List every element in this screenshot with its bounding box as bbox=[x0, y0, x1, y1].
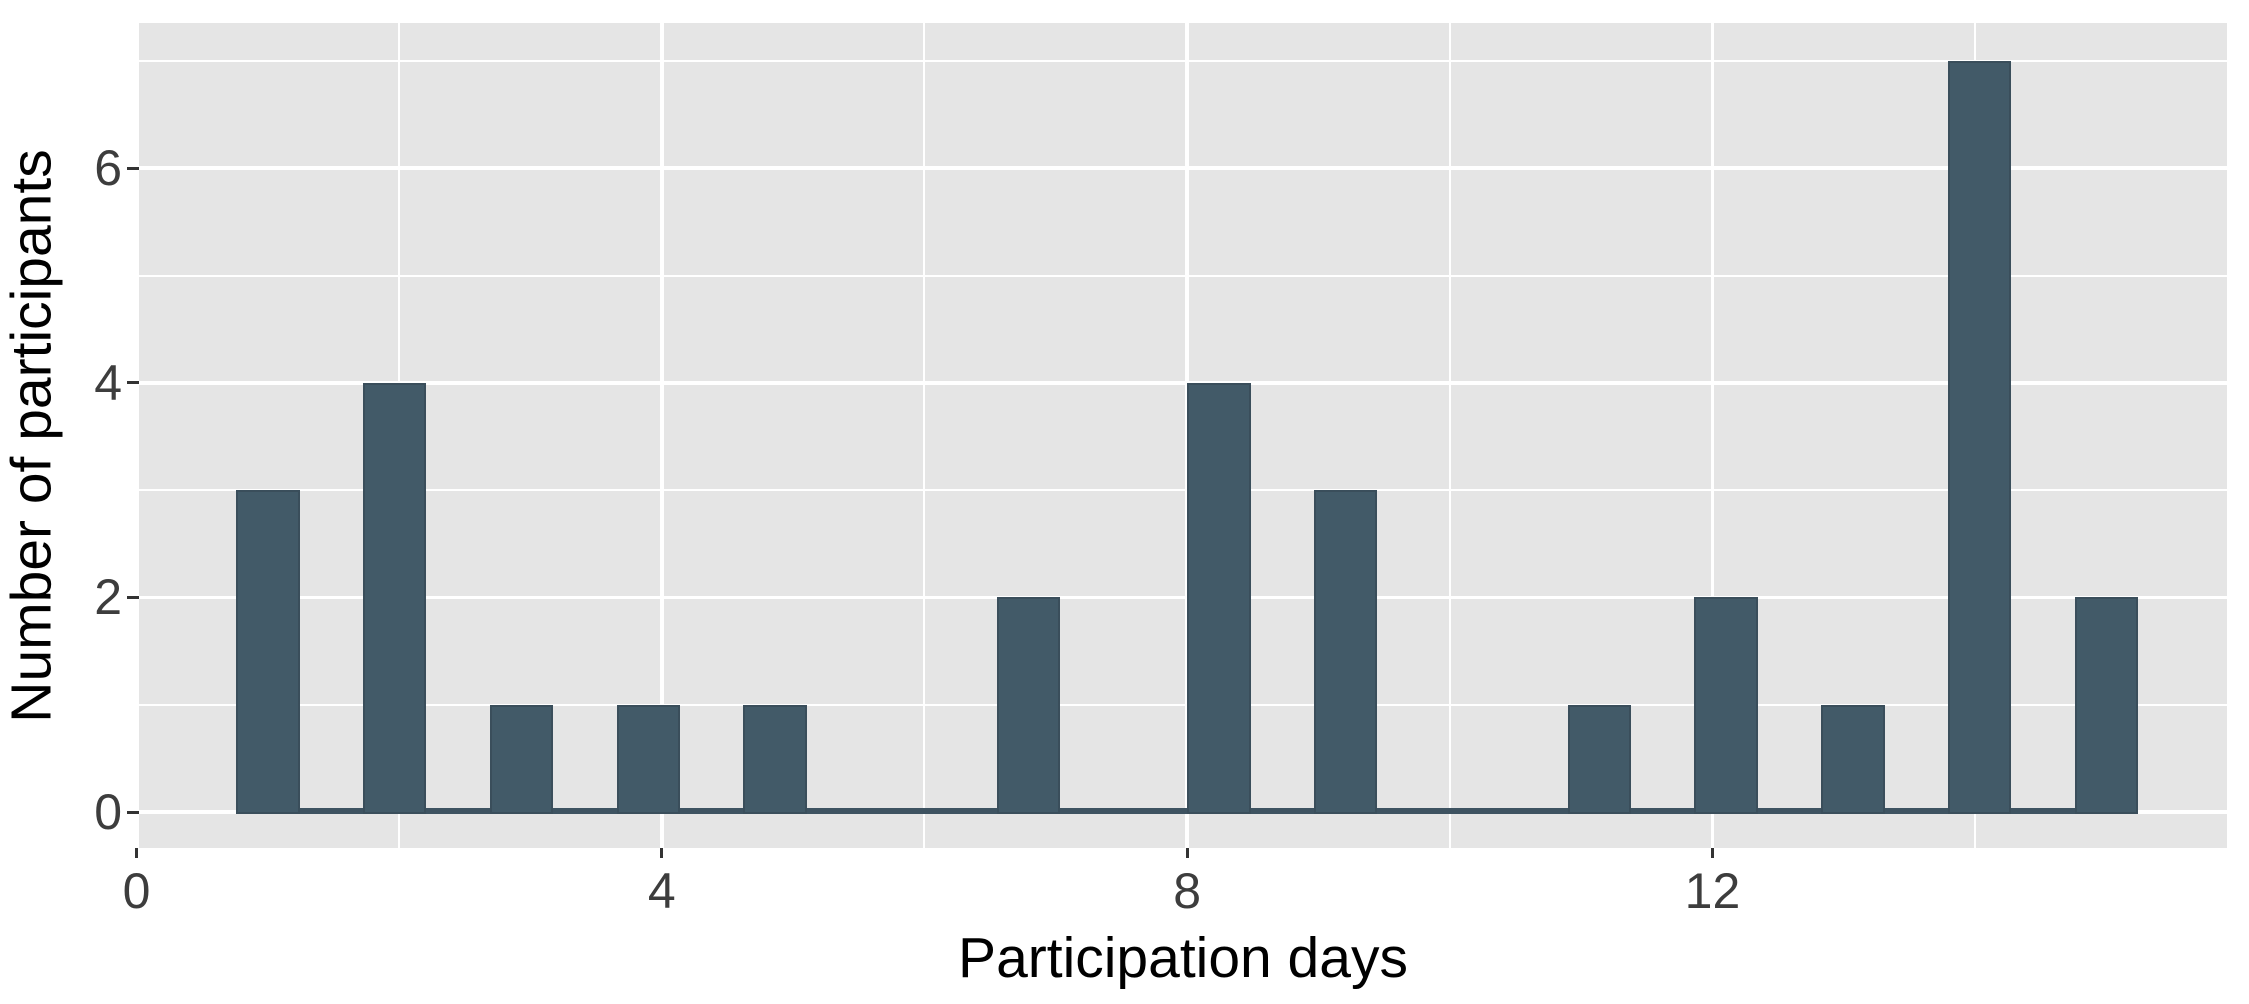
x-axis-title: Participation days bbox=[958, 926, 1408, 990]
histogram-bar bbox=[1947, 60, 2012, 814]
histogram-bar bbox=[1313, 490, 1378, 814]
histogram-bar bbox=[2074, 597, 2139, 814]
gridline-major-vertical bbox=[660, 23, 664, 848]
x-tick-mark bbox=[1710, 848, 1714, 858]
y-tick-mark bbox=[127, 381, 139, 385]
gridline-minor-vertical bbox=[1448, 23, 1451, 848]
histogram-bar bbox=[1821, 704, 1885, 814]
x-tick-mark bbox=[135, 848, 138, 858]
plot-panel bbox=[139, 23, 2227, 848]
histogram-bar bbox=[743, 704, 807, 814]
y-tick-mark bbox=[127, 595, 139, 599]
histogram-bar bbox=[362, 382, 427, 814]
histogram-bar bbox=[616, 704, 680, 814]
x-tick-label: 8 bbox=[1173, 863, 1202, 919]
y-tick-label: 4 bbox=[94, 354, 122, 411]
x-tick-mark bbox=[660, 848, 664, 858]
gridline-major-horizontal bbox=[139, 166, 2227, 170]
gridline-major-horizontal bbox=[139, 381, 2227, 385]
x-tick-label: 4 bbox=[647, 863, 676, 919]
x-tick-label: 0 bbox=[122, 863, 151, 919]
gridline-minor-vertical bbox=[923, 23, 926, 848]
histogram-bar bbox=[1187, 382, 1251, 814]
x-tick-mark bbox=[1185, 848, 1189, 858]
gridline-minor-horizontal bbox=[139, 703, 2227, 706]
y-tick-label: 6 bbox=[94, 140, 122, 197]
histogram-bar bbox=[996, 597, 1061, 814]
histogram-bar bbox=[489, 704, 554, 814]
y-tick-mark bbox=[127, 166, 139, 170]
y-tick-mark bbox=[127, 810, 139, 814]
x-tick-label: 12 bbox=[1684, 863, 1741, 919]
histogram-bar bbox=[1567, 704, 1631, 814]
y-tick-label: 0 bbox=[94, 784, 122, 840]
gridline-minor-horizontal bbox=[139, 59, 2227, 62]
y-tick-label: 2 bbox=[94, 569, 122, 626]
histogram-bar bbox=[1694, 597, 1758, 814]
gridline-major-horizontal bbox=[139, 595, 2227, 600]
gridline-major-vertical bbox=[1710, 23, 1715, 848]
gridline-minor-horizontal bbox=[139, 274, 2227, 277]
gridline-minor-horizontal bbox=[139, 489, 2227, 492]
histogram-bar bbox=[236, 490, 300, 814]
y-axis-title: Number of participants bbox=[0, 148, 64, 723]
